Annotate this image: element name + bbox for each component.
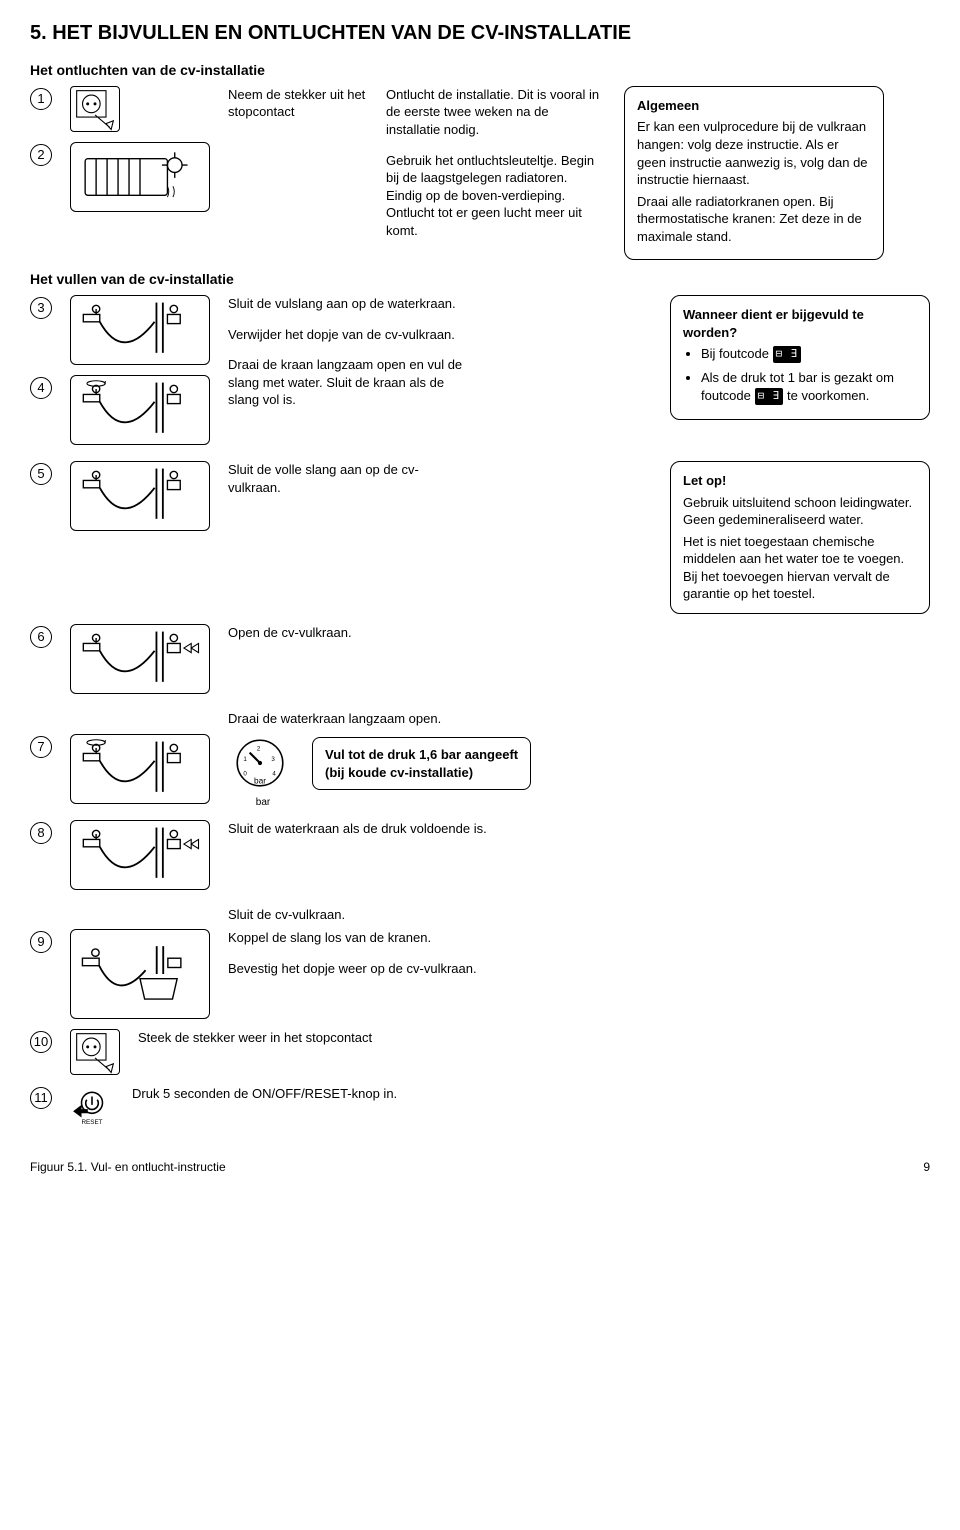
ontlucht-p1: Ontlucht de installatie. Dit is vooral i…	[386, 86, 606, 139]
step-3-num: 3	[30, 297, 52, 319]
wanneer-b1: Bij foutcode ⊟ ∃	[701, 345, 917, 363]
step7-box-l2: (bij koude cv-installatie)	[325, 764, 518, 782]
step-1-figure	[70, 86, 120, 132]
step8-text: Sluit de waterkraan als de druk voldoend…	[228, 820, 930, 838]
step7-box-l1: Vul tot de druk 1,6 bar aangeeft	[325, 746, 518, 764]
step-9-num: 9	[30, 931, 52, 953]
step7-pre: Draai de waterkraan langzaam open.	[228, 710, 930, 728]
step4-p1: Draai de kraan langzaam open en vul de s…	[228, 356, 468, 409]
step-8-figure	[70, 820, 210, 890]
step-2-figure	[70, 142, 210, 212]
wanneer-b2: Als de druk tot 1 bar is gezakt om foutc…	[701, 369, 917, 405]
step-5-num: 5	[30, 463, 52, 485]
ontlucht-p2: Gebruik het ontluchtsleuteltje. Begin bi…	[386, 152, 606, 240]
letop-p2: Het is niet toegestaan chemische middele…	[683, 533, 917, 603]
step3-p1: Sluit de vulslang aan op de waterkraan.	[228, 295, 468, 313]
step-6-figure	[70, 624, 210, 694]
page-number: 9	[923, 1159, 930, 1175]
step-4-figure	[70, 375, 210, 445]
step9-p2: Bevestig het dopje weer op de cv-vulkraa…	[228, 960, 930, 978]
algemeen-heading: Algemeen	[637, 97, 871, 115]
step-11-figure	[70, 1085, 114, 1129]
step-6-num: 6	[30, 626, 52, 648]
step-11-num: 11	[30, 1087, 52, 1109]
faultcode-icon: ⊟ ∃	[773, 346, 802, 363]
letop-heading: Let op!	[683, 472, 917, 490]
section1-heading: Het ontluchten van de cv-installatie	[30, 61, 930, 80]
step-10-figure	[70, 1029, 120, 1075]
step6-text: Open de cv-vulkraan.	[228, 624, 930, 642]
step-1-num: 1	[30, 88, 52, 110]
algemeen-p1: Er kan een vulprocedure bij de vulkraan …	[637, 118, 871, 188]
step-8-num: 8	[30, 822, 52, 844]
letop-p1: Gebruik uitsluitend schoon leidingwater.…	[683, 494, 917, 529]
figure-caption: Figuur 5.1. Vul- en ontlucht-instructie	[30, 1159, 226, 1175]
section2-heading: Het vullen van de cv-installatie	[30, 270, 930, 289]
pressure-box: Vul tot de druk 1,6 bar aangeeft (bij ko…	[312, 737, 531, 790]
step10-text: Steek de stekker weer in het stopcontact	[138, 1029, 930, 1047]
step1-text: Neem de stekker uit het stopcontact	[228, 86, 368, 121]
step-4-num: 4	[30, 377, 52, 399]
gauge-icon: bar bar	[228, 734, 298, 794]
step3-p2: Verwijder het dopje van de cv-vulkraan.	[228, 326, 468, 344]
step-10-num: 10	[30, 1031, 52, 1053]
svg-text:bar: bar	[254, 776, 266, 785]
step-9-figure	[70, 929, 210, 1019]
faultcode-icon: ⊟ ∃	[755, 388, 784, 405]
step-2-num: 2	[30, 144, 52, 166]
step11-text: Druk 5 seconden de ON/OFF/RESET-knop in.	[132, 1085, 930, 1103]
step9-p1: Koppel de slang los van de kranen.	[228, 929, 930, 947]
algemeen-p2: Draai alle radiatorkranen open. Bij ther…	[637, 193, 871, 246]
step9-pre: Sluit de cv-vulkraan.	[228, 906, 930, 924]
wanneer-box: Wanneer dient er bijgevuld te worden? Bi…	[670, 295, 930, 420]
wanneer-heading: Wanneer dient er bijgevuld te worden?	[683, 306, 917, 341]
step-5-figure	[70, 461, 210, 531]
page-title: 5. HET BIJVULLEN EN ONTLUCHTEN VAN DE CV…	[30, 20, 930, 47]
step-7-num: 7	[30, 736, 52, 758]
step5-text: Sluit de volle slang aan op de cv-vulkra…	[228, 461, 468, 496]
algemeen-box: Algemeen Er kan een vulprocedure bij de …	[624, 86, 884, 260]
step-3-figure	[70, 295, 210, 365]
letop-box: Let op! Gebruik uitsluitend schoon leidi…	[670, 461, 930, 614]
step-7-figure	[70, 734, 210, 804]
